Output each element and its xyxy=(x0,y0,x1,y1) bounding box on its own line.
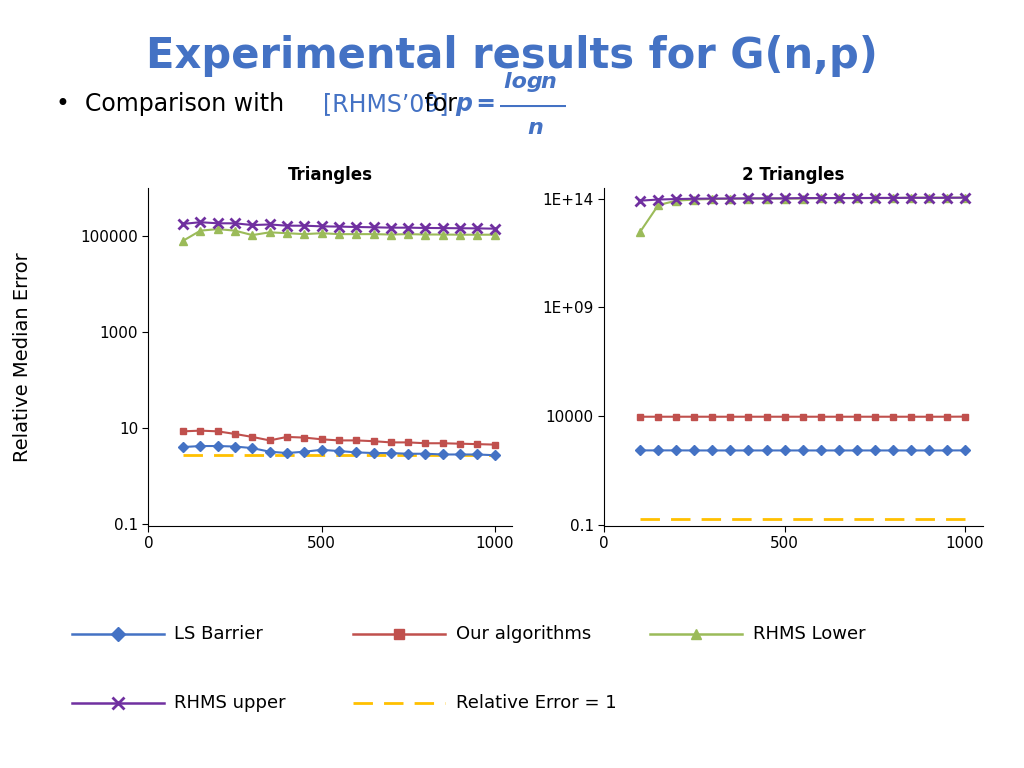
Text: n: n xyxy=(541,72,557,92)
Text: LS Barrier: LS Barrier xyxy=(174,624,263,643)
Title: Triangles: Triangles xyxy=(288,166,373,184)
Text: Relative Median Error: Relative Median Error xyxy=(13,252,32,462)
Text: =: = xyxy=(468,91,504,116)
Text: •  Comparison with: • Comparison with xyxy=(56,91,292,116)
Text: Our algorithms: Our algorithms xyxy=(456,624,591,643)
Text: RHMS Lower: RHMS Lower xyxy=(753,624,865,643)
Text: RHMS upper: RHMS upper xyxy=(174,694,286,712)
Text: p: p xyxy=(456,91,472,116)
Text: for: for xyxy=(417,91,464,116)
Text: log: log xyxy=(504,72,550,92)
Text: Relative Error = 1: Relative Error = 1 xyxy=(456,694,616,712)
Text: [RHMS’09]: [RHMS’09] xyxy=(323,91,449,116)
Text: n: n xyxy=(527,118,544,138)
Title: 2 Triangles: 2 Triangles xyxy=(742,166,845,184)
Text: Experimental results for G(n,p): Experimental results for G(n,p) xyxy=(146,35,878,77)
